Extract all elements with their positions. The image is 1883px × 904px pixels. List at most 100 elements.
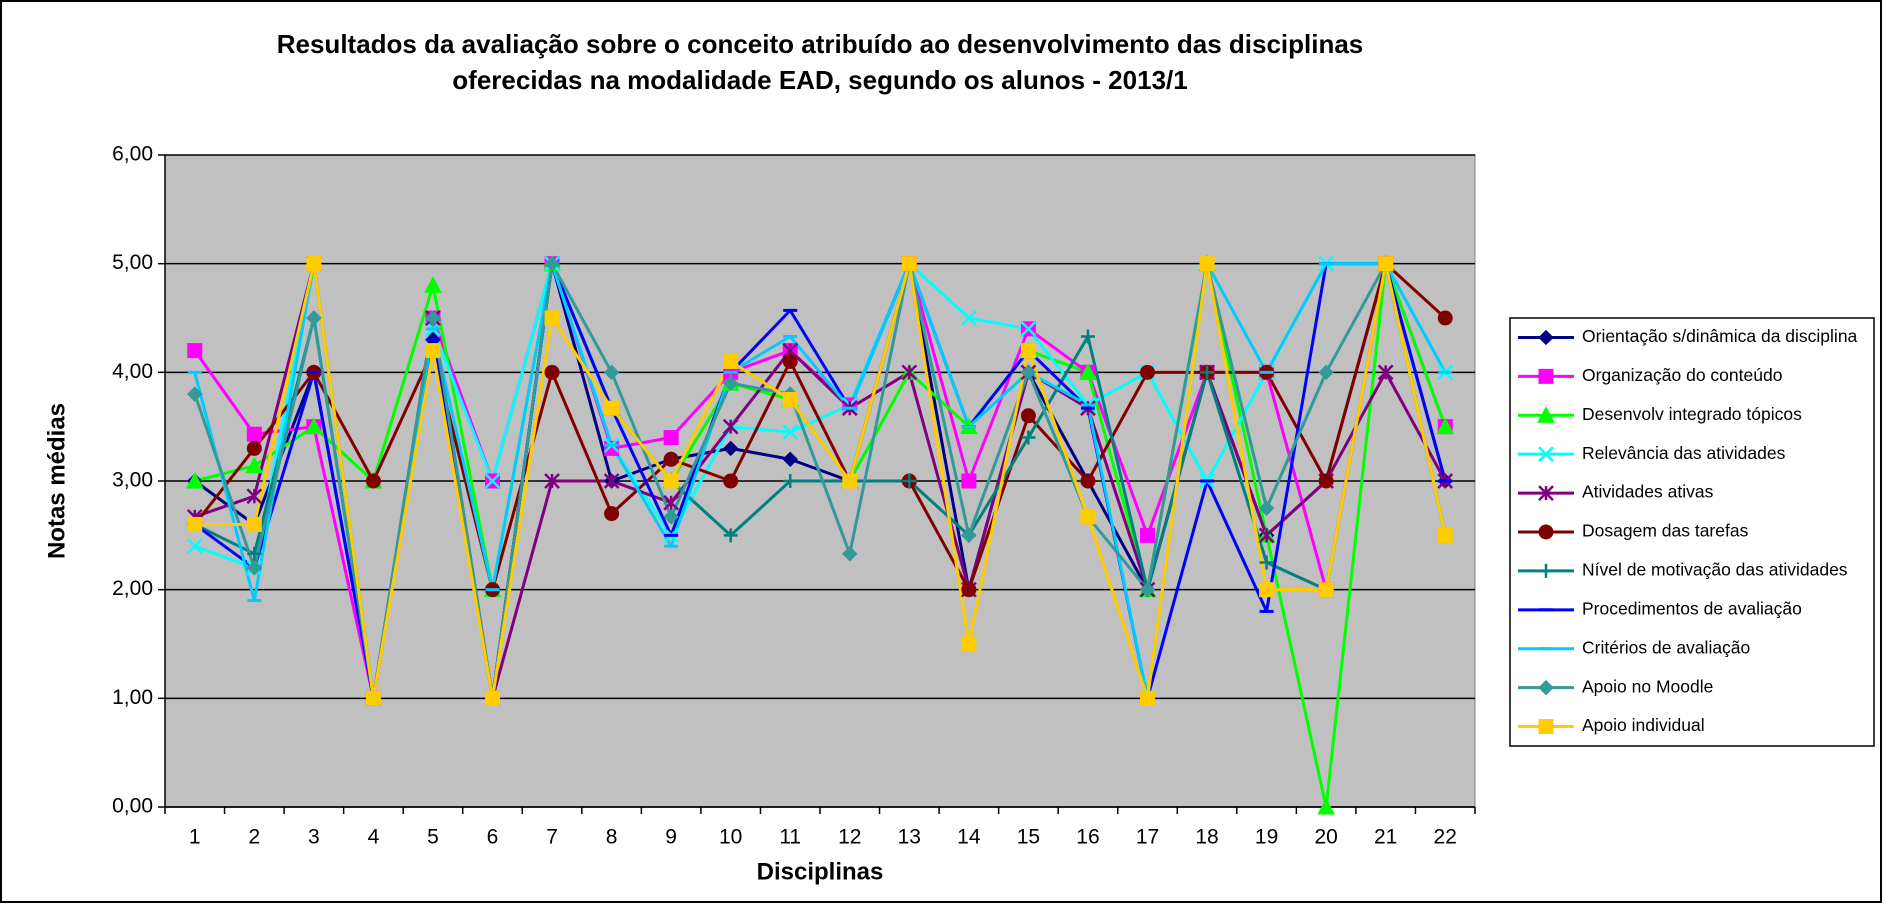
marker (1020, 408, 1036, 424)
marker (247, 546, 262, 561)
marker (1436, 417, 1455, 435)
marker (1080, 509, 1096, 525)
legend-label: Apoio individual (1582, 715, 1705, 735)
marker (902, 474, 917, 488)
marker (1140, 364, 1155, 380)
marker (782, 451, 798, 467)
y-tick-label: 1,00 (112, 686, 153, 709)
y-tick-label: 3,00 (112, 469, 153, 492)
x-tick-label: 8 (606, 826, 618, 849)
marker (603, 473, 620, 489)
legend-label: Nível de motivação das atividades (1582, 560, 1848, 580)
legend-label: Dosagem das tarefas (1582, 521, 1749, 541)
x-tick-label: 18 (1195, 826, 1218, 849)
x-tick-label: 16 (1076, 826, 1099, 849)
x-tick-label: 5 (427, 826, 439, 849)
x-tick-label: 14 (957, 826, 981, 849)
marker (544, 364, 560, 380)
x-tick-label: 10 (719, 826, 742, 849)
legend-label: Apoio no Moodle (1582, 676, 1713, 696)
marker (901, 256, 917, 272)
marker (960, 310, 977, 326)
marker (1259, 582, 1275, 598)
marker (544, 473, 560, 489)
x-tick-label: 13 (898, 826, 921, 849)
marker (544, 310, 560, 326)
marker (901, 364, 918, 381)
marker (722, 375, 739, 391)
marker (783, 474, 798, 488)
x-tick-label: 20 (1314, 826, 1337, 849)
marker (544, 255, 560, 272)
marker (1378, 256, 1394, 272)
x-tick-label: 12 (838, 826, 861, 849)
series-line (193, 262, 1447, 592)
marker (722, 418, 739, 435)
marker (305, 417, 323, 435)
chart-title: Resultados da avaliação sobre o conceito… (277, 29, 1364, 59)
marker (782, 424, 799, 440)
x-tick-label: 2 (248, 826, 260, 849)
y-tick-label: 4,00 (112, 360, 153, 383)
marker (1139, 581, 1156, 598)
x-tick-label: 4 (368, 826, 380, 849)
marker (245, 456, 264, 474)
marker (1538, 446, 1554, 463)
x-tick-label: 9 (665, 826, 677, 849)
marker (1437, 527, 1453, 543)
marker (722, 440, 739, 457)
y-tick-label: 6,00 (112, 143, 153, 166)
marker (365, 690, 381, 706)
marker (663, 509, 679, 525)
legend-label: Relevância das atividades (1582, 443, 1786, 463)
marker (604, 506, 620, 522)
x-tick-label: 7 (546, 826, 558, 849)
x-tick-label: 11 (779, 826, 801, 849)
x-axis-label: Disciplinas (757, 858, 884, 885)
marker (603, 364, 620, 381)
marker (1080, 329, 1095, 344)
marker (1538, 719, 1554, 735)
series-markers (187, 256, 1453, 706)
marker (1258, 527, 1275, 544)
x-tick-label: 1 (189, 826, 201, 849)
legend-label: Organização do conteúdo (1582, 365, 1782, 385)
marker (246, 426, 262, 442)
marker (604, 400, 620, 416)
y-tick-label: 5,00 (112, 251, 153, 274)
marker (1200, 365, 1215, 380)
marker (1140, 690, 1155, 706)
y-tick-label: 0,00 (112, 795, 153, 818)
marker (663, 430, 679, 446)
marker (1259, 555, 1274, 570)
marker (961, 582, 977, 598)
marker (246, 560, 263, 576)
marker (663, 494, 680, 511)
legend-label: Critérios de avaliação (1582, 637, 1750, 657)
marker (1020, 343, 1036, 359)
marker (1317, 797, 1335, 815)
marker (663, 473, 679, 489)
marker (1538, 368, 1554, 384)
marker (1258, 500, 1275, 516)
marker (246, 516, 262, 532)
legend-label: Atividades ativas (1582, 482, 1714, 502)
x-tick-label: 21 (1374, 826, 1397, 849)
marker (1318, 473, 1334, 489)
marker (1318, 582, 1334, 598)
marker (187, 516, 203, 532)
marker (723, 353, 739, 369)
marker (485, 690, 500, 706)
marker (306, 256, 322, 272)
marker (1080, 473, 1096, 489)
marker (365, 473, 381, 489)
marker (961, 636, 977, 652)
marker (424, 276, 442, 293)
marker (1199, 256, 1215, 272)
marker (842, 473, 858, 489)
marker (663, 451, 679, 467)
legend-label: Desenvolv integrado tópicos (1582, 404, 1802, 424)
legend-label: Procedimentos de avaliação (1582, 598, 1802, 618)
